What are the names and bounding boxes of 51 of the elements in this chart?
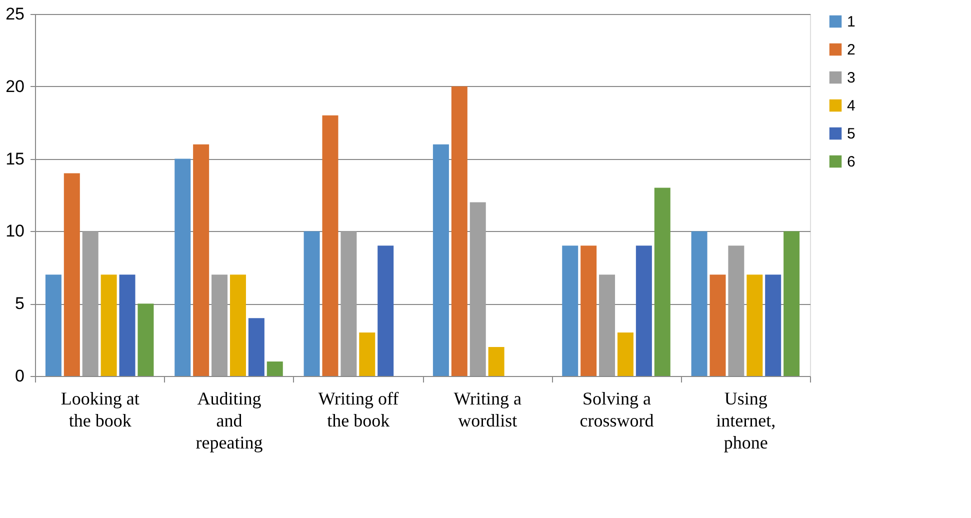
bar bbox=[266, 362, 283, 376]
y-tick-label: 10 bbox=[6, 222, 24, 241]
bar bbox=[64, 173, 80, 376]
bar bbox=[82, 231, 98, 376]
legend-label: 1 bbox=[847, 14, 856, 30]
bar bbox=[451, 86, 468, 376]
bar bbox=[193, 144, 210, 376]
legend-label: 2 bbox=[847, 42, 856, 58]
bar bbox=[212, 274, 228, 376]
bar bbox=[322, 115, 338, 376]
bar bbox=[174, 158, 191, 376]
bar bbox=[580, 246, 597, 376]
bar bbox=[304, 231, 320, 376]
x-tick-label: Looking at the book bbox=[60, 388, 140, 430]
bar bbox=[746, 274, 763, 376]
bar bbox=[636, 246, 652, 376]
bar bbox=[45, 274, 62, 376]
bar bbox=[359, 332, 376, 376]
bar bbox=[470, 202, 486, 376]
bar bbox=[378, 246, 394, 376]
bar bbox=[784, 231, 800, 376]
bar bbox=[119, 274, 136, 376]
y-tick-label: 25 bbox=[6, 4, 24, 24]
y-tick-label: 15 bbox=[6, 149, 24, 168]
bar bbox=[138, 304, 154, 376]
bar bbox=[710, 274, 726, 376]
legend-label: 3 bbox=[847, 70, 856, 86]
legend-label: 6 bbox=[847, 154, 856, 170]
bar bbox=[432, 144, 449, 376]
y-tick-label: 0 bbox=[15, 366, 24, 386]
legend-label: 5 bbox=[847, 126, 856, 142]
bar bbox=[728, 246, 744, 376]
bar bbox=[488, 347, 504, 376]
bar bbox=[562, 246, 578, 376]
bar bbox=[100, 274, 117, 376]
x-tick-label: Solving a crossword bbox=[580, 388, 654, 430]
legend-label: 4 bbox=[847, 98, 856, 114]
x-tick-label: Writing off the book bbox=[318, 388, 399, 430]
x-tick-label: Auditing and repeating bbox=[196, 388, 263, 452]
bar bbox=[230, 274, 246, 376]
bar bbox=[599, 274, 616, 376]
y-tick-label: 5 bbox=[15, 294, 24, 314]
bar bbox=[691, 231, 708, 376]
bar bbox=[340, 231, 357, 376]
x-tick-label: Writing a wordlist bbox=[454, 388, 522, 430]
bar bbox=[654, 188, 670, 376]
bar bbox=[248, 318, 264, 376]
y-tick-label: 20 bbox=[6, 76, 24, 96]
bar bbox=[617, 332, 634, 376]
x-tick-label: Using internet, phone bbox=[716, 388, 776, 452]
bar bbox=[765, 274, 782, 376]
